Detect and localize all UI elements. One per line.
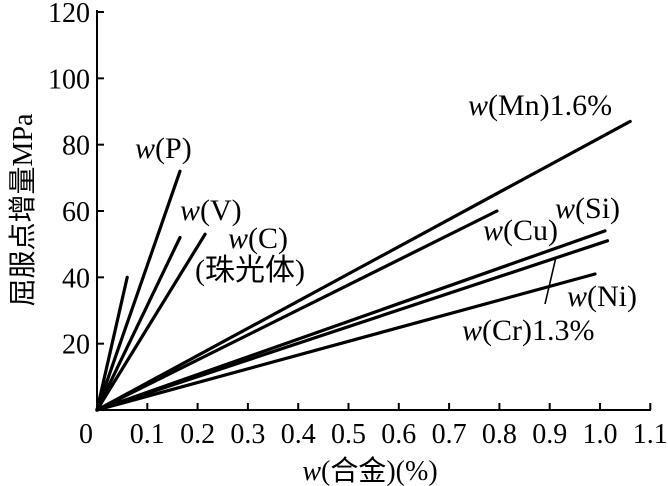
y-tick-label: 20 [62, 330, 90, 361]
x-tick-label: 0.1 [130, 419, 165, 450]
x-tick-label: 0.5 [331, 419, 366, 450]
series-label-cr: w(Cr)1.3% [462, 314, 595, 347]
series-line-ni [95, 272, 597, 412]
series-label-mn: w(Mn)1.6% [468, 89, 612, 122]
y-tick-label: 120 [48, 0, 90, 29]
series-line-p [95, 169, 182, 412]
x-tick-label: 0.8 [482, 419, 517, 450]
x-tick-label: 0.2 [180, 419, 215, 450]
series-line-cr [95, 239, 610, 412]
series-label-si: w(Si) [555, 192, 620, 225]
y-tick-label: 100 [48, 64, 90, 95]
x-tick-label: 0.3 [230, 419, 265, 450]
series-label-cu: w(Cu) [483, 214, 558, 247]
series-line-si [95, 229, 607, 412]
series-labels: w(P) w(V)w(C)(珠光体) w(Mn)1.6% w(Cu)w(Si) w(Cr… [135, 89, 637, 347]
series-label-c: w(C) [228, 222, 288, 255]
series-line-v [95, 235, 182, 412]
series-note-c: (珠光体) [195, 254, 305, 287]
cr-label-leader [544, 256, 557, 305]
series-lines [95, 119, 632, 412]
x-tick-label: 0.9 [532, 419, 567, 450]
ticks: 0 0.1 0.2 0.3 0.4 0.5 0.6 0.7 0.8 0.9 1.0 1.1 20 40 60… [48, 0, 668, 450]
x-tick-label: 0.7 [432, 419, 467, 450]
x-tick-label: 1.1 [633, 419, 668, 450]
y-tick-label: 60 [62, 197, 90, 228]
series-line-c [95, 232, 207, 412]
series-line-mn [95, 119, 632, 412]
x-tick-label: 0 [79, 419, 93, 450]
x-tick-label: 0.6 [381, 419, 416, 450]
x-axis-label: w(合金)(%) [302, 455, 437, 486]
x-tick-label: 0.4 [281, 419, 316, 450]
y-tick-label: 80 [62, 131, 90, 162]
y-axis-label: 屈服点增量MPa [7, 113, 39, 306]
series-line-unlabeled [95, 275, 129, 412]
series-label-p: w(P) [135, 132, 192, 165]
series-label-ni: w(Ni) [567, 280, 637, 313]
y-tick-label: 40 [62, 263, 90, 294]
series-line-cu [95, 209, 499, 412]
x-tick-label: 1.0 [583, 419, 618, 450]
series-label-v: w(V) [180, 194, 242, 227]
